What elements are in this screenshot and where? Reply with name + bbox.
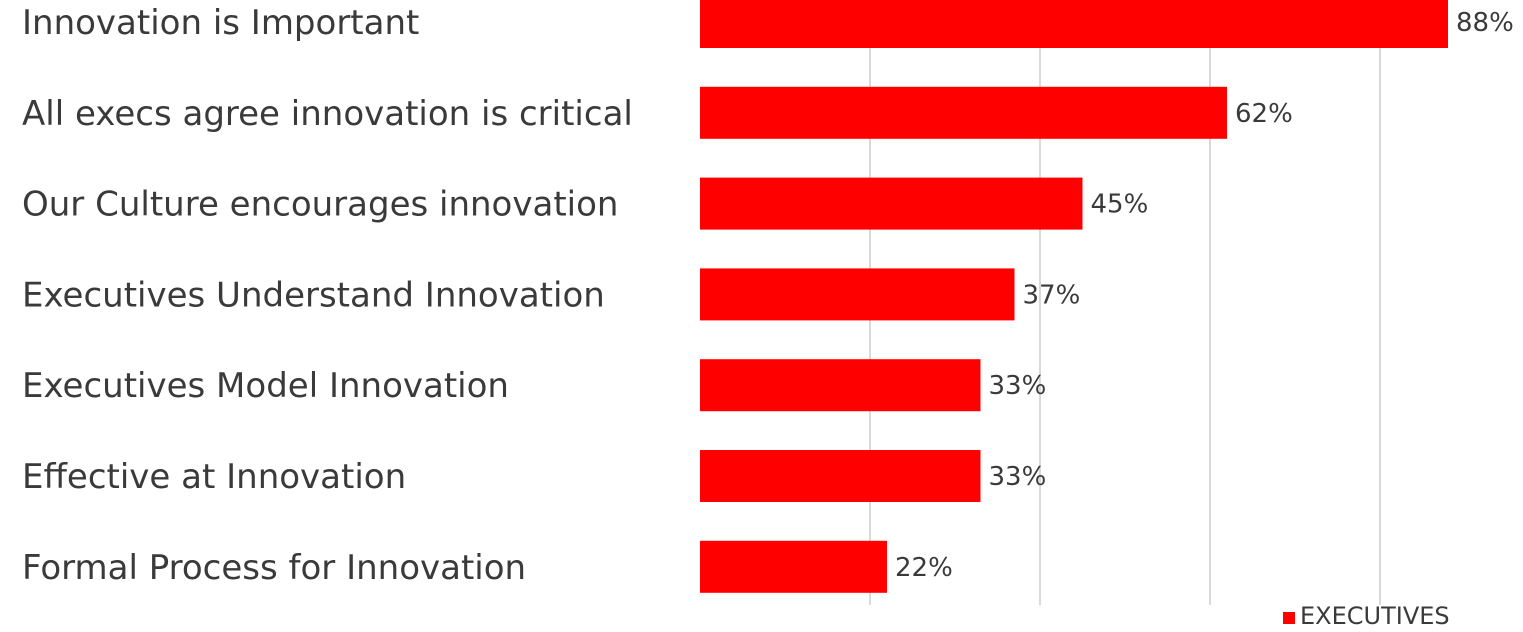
category-label-6: Effective at Innovation — [22, 457, 406, 497]
category-labels: Innovation is Important All execs agree i… — [22, 3, 633, 588]
legend: EXECUTIVES — [1283, 602, 1450, 630]
bar-3 — [700, 177, 1083, 230]
value-label-4: 37% — [1023, 280, 1081, 310]
value-label-5: 33% — [989, 371, 1047, 401]
bar-6 — [700, 450, 981, 502]
category-label-1: Innovation is Important — [22, 3, 419, 43]
value-label-6: 33% — [989, 462, 1047, 492]
bar-4 — [700, 268, 1015, 321]
value-label-3: 45% — [1091, 190, 1149, 220]
value-label-7: 22% — [895, 553, 953, 583]
value-label-2: 62% — [1235, 99, 1293, 129]
category-label-3: Our Culture encourages innovation — [22, 185, 618, 225]
bar-2 — [700, 86, 1227, 139]
legend-swatch-executives — [1283, 612, 1295, 624]
category-label-4: Executives Understand Innovation — [22, 275, 605, 315]
category-label-2: All execs agree innovation is critical — [22, 94, 633, 134]
bars — [700, 0, 1448, 593]
bar-1 — [700, 0, 1448, 48]
value-label-1: 88% — [1456, 8, 1514, 38]
category-label-5: Executives Model Innovation — [22, 366, 509, 406]
bar-7 — [700, 540, 887, 593]
bar-5 — [700, 359, 981, 412]
legend-label-executives: EXECUTIVES — [1300, 602, 1450, 630]
value-labels: 88% 62% 45% 37% 33% 33% 22% — [895, 8, 1514, 583]
category-label-7: Formal Process for Innovation — [22, 548, 526, 588]
